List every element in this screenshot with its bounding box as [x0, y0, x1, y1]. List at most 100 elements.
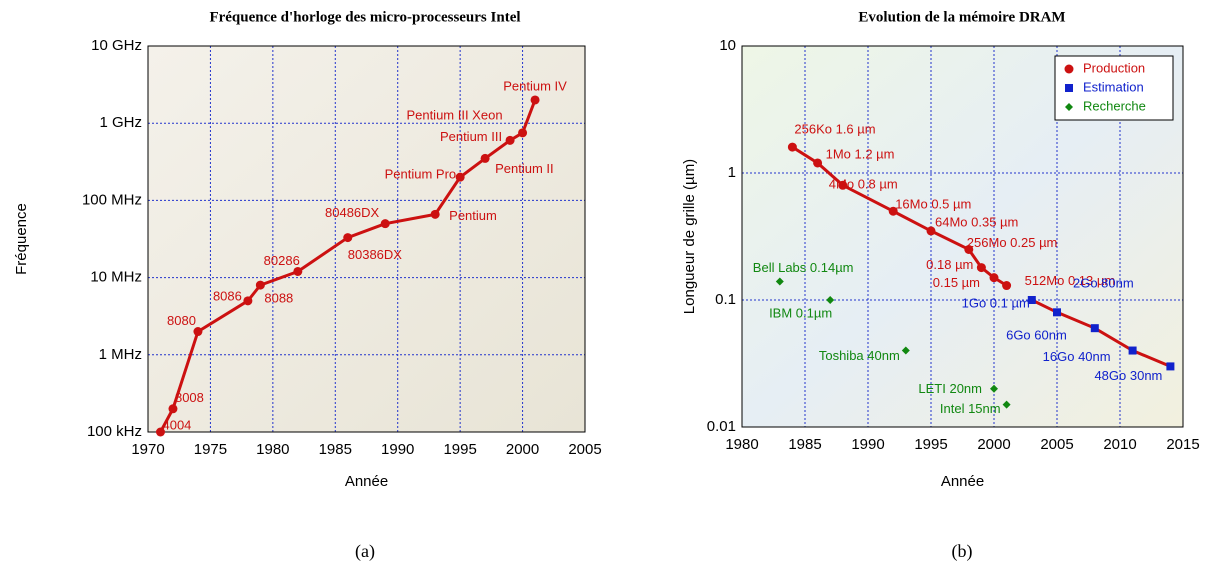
x-axis-label: Année — [345, 473, 388, 490]
point-label: Pentium Pro — [385, 167, 457, 182]
point-label: 8080 — [167, 313, 196, 328]
data-point — [518, 128, 528, 138]
x-tick-label: 2005 — [1040, 436, 1073, 453]
data-point — [1002, 400, 1011, 409]
data-point — [1027, 296, 1036, 304]
legend-marker — [1064, 64, 1074, 74]
y-tick-label: 1 — [728, 164, 736, 181]
y-tick-label: 100 kHz — [87, 423, 142, 440]
data-point — [193, 327, 203, 337]
x-tick-label: 2015 — [1166, 436, 1199, 453]
data-point — [838, 180, 848, 190]
y-axis-label: Longueur de grille (µm) — [681, 159, 698, 314]
x-axis-label: Année — [941, 473, 984, 490]
data-point — [964, 244, 974, 254]
point-label: Pentium IV — [503, 78, 567, 93]
data-point — [380, 219, 390, 229]
y-tick-label: 0.1 — [715, 291, 736, 308]
point-label: 64Mo 0.35 µm — [935, 214, 1018, 229]
data-point — [243, 296, 253, 306]
point-label: Pentium II — [495, 161, 554, 176]
point-label: 1Go 0.1 µm — [962, 295, 1030, 310]
caption: (b) — [952, 541, 973, 562]
data-point — [888, 206, 898, 216]
y-tick-label: 1 GHz — [99, 114, 142, 131]
point-label: 512Mo 0.13 µm — [1025, 273, 1116, 288]
data-point — [813, 158, 823, 168]
data-point — [826, 296, 835, 304]
point-label: 0.15 µm — [933, 275, 980, 290]
x-tick-label: 1990 — [381, 441, 414, 458]
point-label: Bell Labs 0.14µm — [753, 260, 854, 275]
data-point — [430, 209, 440, 219]
series-line — [159, 99, 537, 433]
data-point — [1090, 324, 1099, 333]
point-label: 256Mo 0.25 µm — [967, 235, 1058, 250]
data-point — [530, 95, 540, 105]
data-point — [455, 172, 465, 182]
y-tick-label: 0.01 — [707, 418, 736, 435]
point-label: Pentium III Xeon — [406, 107, 502, 122]
chart-title: Fréquence d'horloge des micro-processeur… — [209, 9, 520, 25]
caption: (a) — [355, 541, 375, 562]
data-point — [155, 427, 165, 437]
data-point — [976, 263, 986, 273]
point-label: 4Mo 0.8 µm — [829, 177, 898, 192]
y-tick-label: 10 MHz — [90, 269, 142, 286]
point-label: 8086 — [213, 288, 242, 303]
x-tick-label: 1970 — [131, 441, 164, 458]
x-tick-label: 1995 — [443, 441, 476, 458]
plot-frame — [147, 45, 586, 433]
y-axis-label: Fréquence — [13, 203, 30, 275]
y-tick-label: 10 — [719, 37, 736, 54]
point-label: 256Ko 1.6 µm — [794, 122, 875, 137]
legend-label: Recherche — [1083, 98, 1146, 113]
x-tick-label: 2000 — [977, 436, 1010, 453]
legend-marker — [1065, 103, 1073, 111]
x-tick-label: 1985 — [319, 441, 352, 458]
x-tick-label: 1995 — [914, 436, 947, 453]
point-label: 8088 — [264, 291, 293, 306]
x-tick-label: 1980 — [256, 441, 289, 458]
legend-label: Production — [1083, 60, 1145, 75]
legend-box — [1054, 55, 1174, 121]
point-label: IBM 0.1µm — [769, 305, 832, 320]
data-point — [1166, 362, 1175, 371]
point-label: 6Go 60nm — [1006, 328, 1067, 343]
point-label: 8008 — [175, 390, 204, 405]
chart-title: Evolution de la mémoire DRAM — [858, 9, 1065, 25]
y-tick-label: 1 MHz — [99, 346, 142, 363]
point-label: 80486DX — [325, 205, 380, 220]
x-tick-label: 2005 — [568, 441, 601, 458]
point-label: 0.18 µm — [926, 257, 973, 272]
data-point — [480, 153, 490, 163]
plot-background — [148, 46, 585, 432]
point-label: Pentium III — [440, 129, 502, 144]
data-point — [1128, 346, 1137, 355]
x-tick-label: 1990 — [851, 436, 884, 453]
data-point — [989, 273, 999, 283]
data-point — [293, 266, 303, 276]
point-label: 4004 — [162, 417, 191, 432]
point-label: 48Go 30nm — [1094, 368, 1162, 383]
point-label: 2Go 80nm — [1073, 276, 1134, 291]
data-point — [505, 135, 515, 145]
data-point — [775, 277, 784, 286]
x-tick-label: 1980 — [725, 436, 758, 453]
data-point — [990, 384, 998, 393]
point-label: LETI 20nm — [918, 381, 982, 396]
point-label: 80386DX — [348, 247, 403, 262]
legend-marker — [1065, 84, 1073, 92]
x-tick-label: 1985 — [788, 436, 821, 453]
x-tick-label: 1975 — [194, 441, 227, 458]
data-point — [1002, 281, 1012, 291]
point-label: Pentium — [449, 208, 497, 223]
data-point — [343, 233, 353, 243]
y-tick-label: 10 GHz — [91, 37, 142, 54]
point-label: 16Go 40nm — [1043, 349, 1111, 364]
point-label: Toshiba 40nm — [819, 348, 900, 363]
data-point — [1053, 308, 1061, 317]
data-point — [168, 404, 178, 414]
